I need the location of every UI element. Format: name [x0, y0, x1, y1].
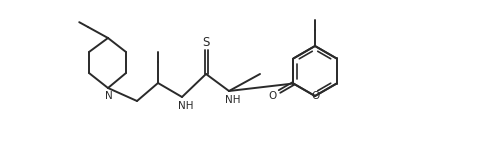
Text: NH: NH: [225, 95, 241, 105]
Text: O: O: [268, 91, 277, 101]
Text: O: O: [311, 91, 319, 101]
Text: S: S: [202, 36, 210, 49]
Text: N: N: [105, 91, 113, 101]
Text: NH: NH: [178, 101, 194, 111]
